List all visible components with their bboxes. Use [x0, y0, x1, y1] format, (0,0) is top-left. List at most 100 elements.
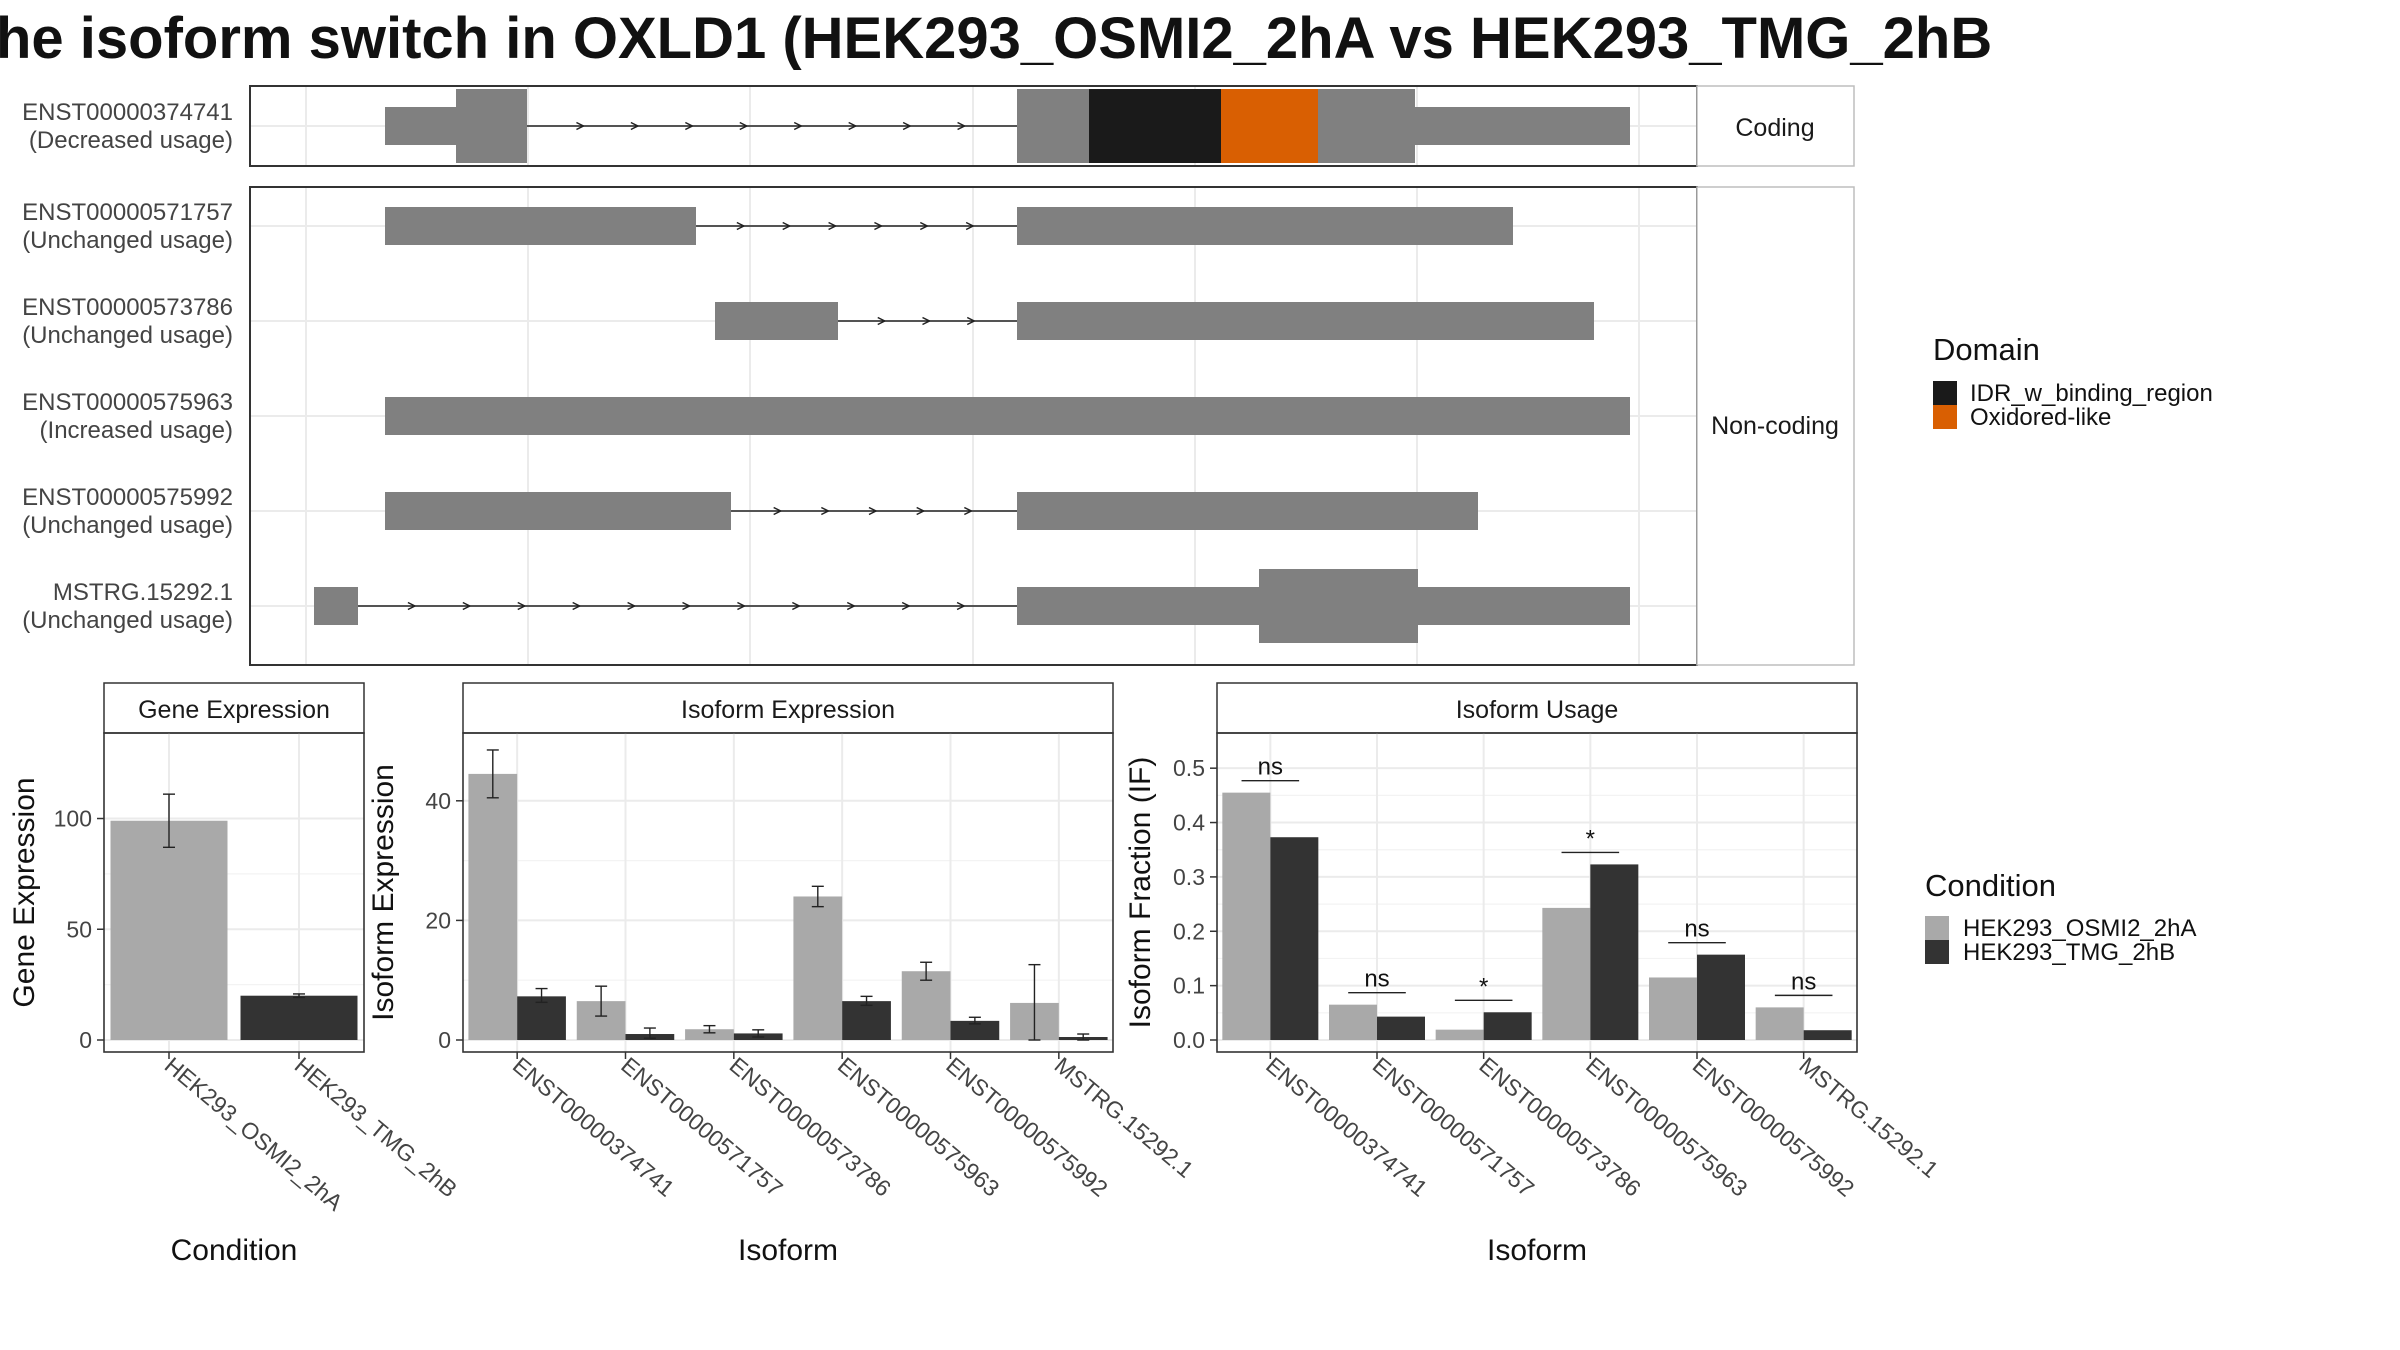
- significance-label: ns: [1791, 968, 1816, 995]
- isoform-usage-panel: Isoform Usage ns ns * * ns ns 0.0 0.1 0.2 0.3 0.4 0.…: [1124, 682, 1943, 1267]
- transcript-structure-panel: Coding Non-coding ENST00000374741 (Decre…: [22, 85, 1855, 666]
- coding-exon: [1017, 89, 1089, 163]
- utr-exon: [715, 302, 838, 340]
- transcript-label-usage: (Unchanged usage): [22, 607, 233, 634]
- domain-legend-title: Domain: [1933, 332, 2040, 367]
- utr-exon: [1017, 587, 1259, 625]
- strip-noncoding: Non-coding: [1711, 412, 1839, 440]
- y-tick-label: 20: [425, 907, 451, 933]
- transcript-labels: ENST00000374741 (Decreased usage) ENST00…: [22, 99, 233, 634]
- y-axis-title: Isoform Expression: [367, 764, 400, 1021]
- y-tick-label: 0.1: [1173, 973, 1205, 999]
- y-tick-label: 0.5: [1173, 755, 1205, 781]
- bar: [468, 773, 518, 1040]
- figure-title: he isoform switch in OXLD1 (HEK293_OSMI2…: [0, 6, 1992, 71]
- bar: [517, 996, 566, 1040]
- significance-label: *: [1479, 973, 1488, 1000]
- intron-arrow: [517, 601, 527, 611]
- intron-arrow: [820, 506, 831, 516]
- significance-label: *: [1586, 825, 1595, 852]
- panel-strip: [462, 682, 1114, 734]
- transcript-label-usage: (Unchanged usage): [22, 322, 233, 349]
- panel-strip: [1216, 682, 1858, 734]
- x-axis-title: Condition: [171, 1234, 298, 1267]
- panel-title: Isoform Usage: [1456, 696, 1619, 724]
- bar: [1755, 1007, 1804, 1040]
- intron-arrow: [919, 221, 929, 231]
- intron-arrow: [922, 316, 932, 326]
- intron-arrow: [846, 601, 856, 611]
- utr-exon: [314, 587, 358, 625]
- strip-coding-box: [1696, 85, 1855, 167]
- panel-border: [1216, 732, 1858, 1053]
- y-tick-label: 0.2: [1173, 918, 1205, 944]
- utr-exon: [1418, 587, 1630, 625]
- utr-exon: [385, 397, 1630, 435]
- transcript-label-id: ENST00000571757: [22, 199, 233, 226]
- bar: [1435, 1029, 1484, 1040]
- utr-exon: [1017, 492, 1478, 530]
- isoform-expression-panel: Isoform Expression02040ENST00000374741EN…: [367, 682, 1199, 1267]
- y-tick-label: 50: [66, 916, 92, 942]
- domain-idr-block: [1089, 89, 1221, 163]
- y-tick-label: 0: [79, 1027, 92, 1053]
- transcript-grid: [250, 86, 1697, 665]
- intron-arrow: [576, 121, 586, 131]
- intron-arrow: [874, 221, 884, 231]
- intron-arrow: [684, 121, 695, 131]
- intron-arrow: [965, 221, 975, 231]
- bar: [1377, 1016, 1425, 1040]
- intron-arrow: [736, 221, 746, 231]
- bar: [1542, 907, 1591, 1040]
- utr-exon: [1415, 107, 1630, 145]
- bar: [1697, 954, 1745, 1040]
- intron-arrow: [737, 601, 747, 611]
- transcript-label-id: ENST00000575992: [22, 484, 233, 511]
- intron-arrow: [773, 506, 783, 516]
- legend-label-oxidored: Oxidored-like: [1970, 404, 2111, 431]
- bar: [685, 1029, 734, 1040]
- bar: [110, 820, 228, 1040]
- bar: [240, 995, 358, 1040]
- intron-arrow: [901, 601, 911, 611]
- transcript-label-usage: (Decreased usage): [29, 127, 233, 154]
- legend-label-idr: IDR_w_binding_region: [1970, 380, 2213, 407]
- intron-arrow: [956, 601, 966, 611]
- transcript-label-id: ENST00000374741: [22, 99, 233, 126]
- intron-arrow: [630, 121, 640, 131]
- significance-label: ns: [1684, 916, 1709, 943]
- utr-exon: [1017, 207, 1513, 245]
- bar: [1649, 977, 1697, 1040]
- transcript-label-id: ENST00000573786: [22, 294, 233, 321]
- legend-key-oxidored: [1933, 405, 1957, 429]
- strip-coding: Coding: [1735, 114, 1814, 142]
- y-axis-title: Gene Expression: [8, 777, 41, 1007]
- bar: [1803, 1030, 1852, 1040]
- coding-exon: [456, 89, 527, 163]
- intron-arrow: [868, 506, 878, 516]
- bar: [793, 896, 843, 1040]
- y-tick-label: 0: [438, 1027, 451, 1053]
- panel-border: [103, 732, 365, 1053]
- intron-arrow: [793, 121, 803, 131]
- bar: [842, 1001, 891, 1040]
- bar: [1590, 864, 1639, 1040]
- domain-legend: Domain IDR_w_binding_region Oxidored-lik…: [1933, 332, 2213, 431]
- strip-noncoding-box: [1696, 186, 1855, 666]
- panel-strip: [103, 682, 365, 734]
- intron-arrow: [963, 506, 974, 516]
- intron-arrow: [966, 316, 976, 326]
- panel-title: Gene Expression: [138, 696, 330, 724]
- intron-arrow: [739, 121, 749, 131]
- intron-arrow: [782, 221, 792, 231]
- utr-exon: [385, 207, 696, 245]
- transcript-label-usage: (Increased usage): [40, 417, 233, 444]
- intron-arrow: [682, 601, 692, 611]
- coding-exon: [1259, 569, 1418, 643]
- transcript-label-usage: (Unchanged usage): [22, 512, 233, 539]
- x-axis-title: Isoform: [1487, 1234, 1587, 1267]
- intron-arrow: [828, 221, 838, 231]
- panel-border: [462, 732, 1114, 1053]
- intron-arrow: [791, 601, 802, 611]
